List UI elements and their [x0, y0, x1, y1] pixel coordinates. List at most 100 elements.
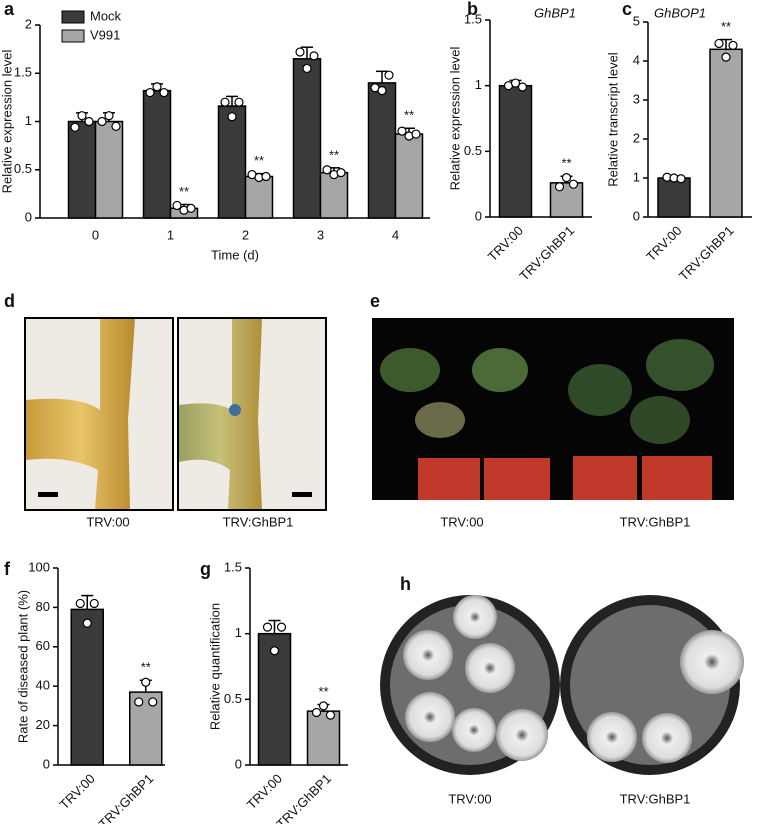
photo-caption: TRV:00 [440, 514, 483, 529]
bar [306, 710, 341, 766]
bar [367, 82, 397, 219]
y-axis-label: Relative expression level [447, 46, 462, 190]
bar [257, 632, 292, 766]
x-axis-label: Time (d) [211, 247, 259, 262]
significance-label: ** [254, 153, 264, 168]
x-tick-label: TRV:GhBP1 [96, 771, 157, 824]
y-tick-label: 0.5 [224, 691, 242, 706]
data-point [377, 86, 387, 96]
bar [292, 58, 322, 219]
y-axis-label: Rate of diseased plant (%) [15, 590, 30, 743]
data-point [111, 121, 121, 131]
data-point [220, 97, 230, 107]
y-tick-label: 1 [25, 113, 32, 128]
photo-d-right [177, 317, 327, 511]
photo-caption: TRV:00 [86, 514, 129, 529]
photo-h [380, 595, 744, 775]
bar [70, 608, 104, 766]
y-tick-label: 0.5 [464, 143, 482, 158]
panel-letter: a [4, 0, 15, 19]
data-point [325, 710, 336, 720]
data-point [227, 112, 237, 122]
data-point [318, 701, 329, 711]
data-point [77, 111, 87, 121]
significance-label: ** [329, 147, 339, 162]
y-tick-label: 2 [25, 16, 32, 31]
x-tick-label: 4 [392, 227, 399, 242]
significance-label: ** [141, 660, 151, 675]
panel-letter: b [467, 0, 478, 19]
bar [142, 89, 172, 219]
data-point [148, 697, 158, 707]
x-tick-label: TRV:00 [57, 771, 98, 812]
significance-label: ** [561, 156, 571, 171]
data-point [134, 697, 144, 707]
y-tick-label: 5 [633, 13, 640, 28]
y-tick-label: 1 [235, 625, 242, 640]
y-tick-label: 2 [633, 130, 640, 145]
x-tick-label: 3 [317, 227, 324, 242]
y-tick-label: 1 [633, 169, 640, 184]
data-point [336, 168, 346, 178]
data-point [234, 97, 244, 107]
x-tick-label: TRV:00 [485, 223, 526, 264]
x-tick-label: TRV:00 [244, 771, 285, 812]
x-tick-label: 1 [167, 227, 174, 242]
data-point [517, 82, 528, 92]
y-axis-label: Relative expression level [0, 49, 14, 193]
data-point [97, 116, 107, 127]
x-tick-label: 2 [242, 227, 249, 242]
data-point [145, 87, 155, 98]
x-tick-label: TRV:GhBP1 [676, 223, 737, 284]
data-point [141, 677, 151, 687]
y-axis-label: Relative transcript level [605, 52, 620, 186]
data-point [186, 203, 196, 213]
data-point [311, 707, 322, 718]
bar [244, 175, 274, 219]
panel-letter: g [200, 559, 211, 579]
panel-letter: d [4, 291, 15, 311]
legend-swatch [61, 10, 85, 24]
photo-e [372, 318, 734, 500]
significance-label: ** [404, 108, 414, 123]
photo-caption: TRV:GhBP1 [223, 514, 294, 529]
data-point [75, 598, 85, 609]
data-point [276, 622, 287, 632]
y-tick-label: 60 [36, 638, 50, 653]
y-tick-label: 3 [633, 91, 640, 106]
y-tick-label: 1.5 [464, 11, 482, 26]
y-tick-label: 100 [28, 559, 50, 574]
panel-letter: h [400, 574, 411, 594]
data-point [676, 174, 686, 184]
x-tick-label: 0 [92, 227, 99, 242]
data-point [411, 129, 421, 139]
panel-letter: f [4, 559, 11, 579]
bar [94, 120, 124, 219]
bar [498, 84, 533, 218]
legend-label: Mock [90, 8, 122, 23]
data-point [397, 126, 407, 136]
photo-caption: TRV:GhBP1 [620, 514, 691, 529]
bar [217, 105, 247, 219]
legend-swatch [61, 29, 85, 43]
data-point [84, 116, 94, 127]
y-tick-label: 0 [633, 208, 640, 223]
data-point [89, 598, 99, 609]
bar [709, 48, 743, 218]
bar [319, 171, 349, 219]
panel-letter: e [370, 291, 380, 311]
bar [657, 177, 691, 218]
significance-label: ** [318, 684, 328, 699]
y-tick-label: 1.5 [224, 559, 242, 574]
data-point [295, 47, 305, 57]
data-point [302, 63, 312, 74]
data-point [70, 122, 80, 132]
data-point [510, 78, 521, 88]
y-tick-label: 1.5 [14, 65, 32, 80]
data-point [721, 52, 731, 62]
chart-title: GhBP1 [534, 5, 576, 20]
y-tick-label: 1 [475, 77, 482, 92]
data-point [261, 171, 271, 182]
y-tick-label: 4 [633, 52, 640, 67]
x-tick-label: TRV:GhBP1 [273, 771, 334, 824]
